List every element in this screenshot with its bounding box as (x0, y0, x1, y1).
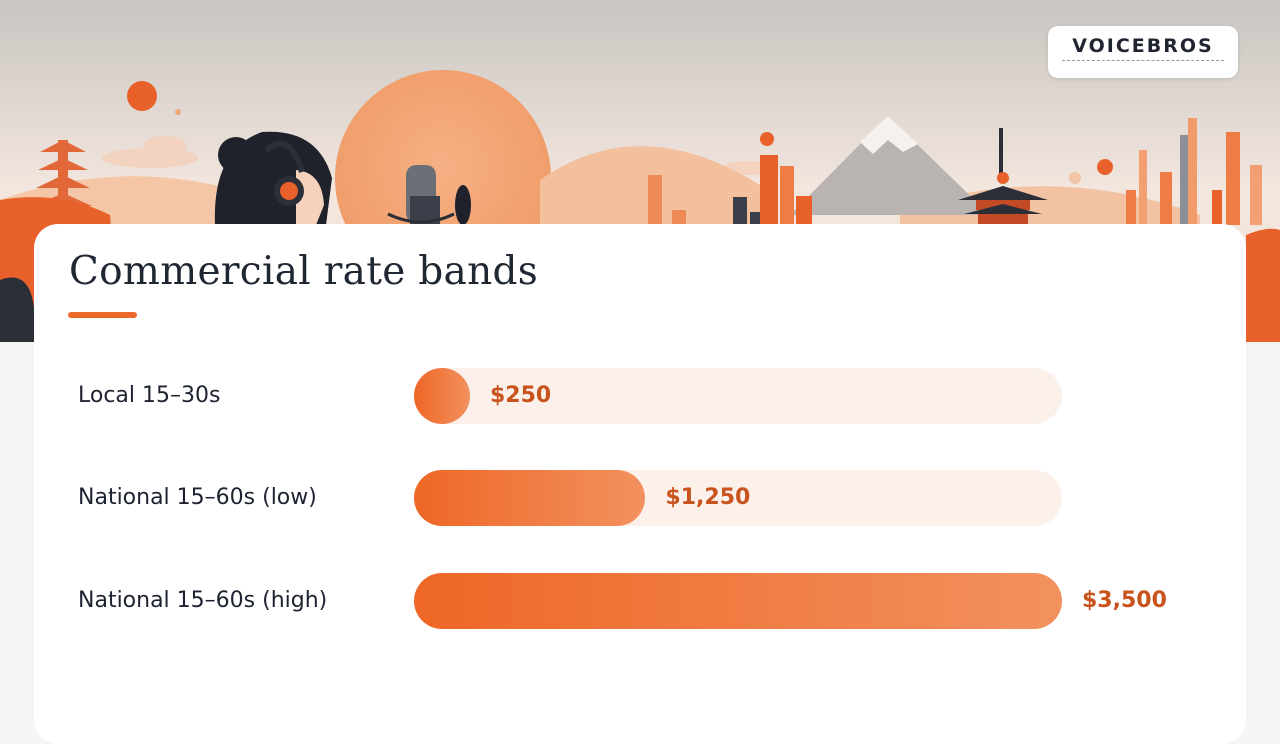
bar-fill (414, 573, 1062, 629)
bar-value-label: $250 (490, 383, 552, 408)
title-accent-underline (68, 312, 137, 318)
bar-category-label: Local 15–30s (78, 383, 221, 408)
chart-title: Commercial rate bands (69, 249, 539, 294)
illustration-listener (214, 131, 332, 225)
bar-fill (414, 470, 646, 526)
bar-value-label: $1,250 (665, 485, 751, 510)
illustration-microphone (387, 165, 471, 225)
brand-tagline-mark (1062, 60, 1224, 65)
rate-bands-card: Commercial rate bands Local 15–30s $250 Na… (34, 224, 1246, 744)
bar-track (414, 368, 1062, 424)
bar-category-label: National 15–60s (high) (78, 588, 328, 613)
brand-logo[interactable]: VOICEBROS (1048, 26, 1238, 78)
bar-value-label: $3,500 (1082, 588, 1167, 613)
bar-fill (414, 368, 470, 424)
bar-category-label: National 15–60s (low) (78, 485, 317, 510)
brand-wordmark: VOICEBROS (1072, 35, 1214, 57)
